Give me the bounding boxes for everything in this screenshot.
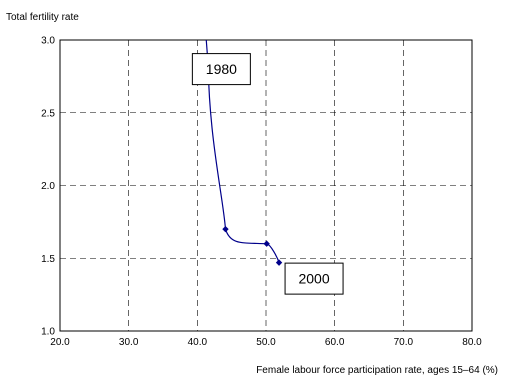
- data-point: [275, 259, 283, 266]
- annotation-label: 2000: [298, 271, 329, 287]
- annotation-label: 1980: [206, 61, 237, 77]
- x-axis-title: Female labour force participation rate, …: [256, 365, 498, 376]
- x-tick-label: 40.0: [188, 337, 208, 348]
- y-tick-label: 1.5: [41, 254, 55, 265]
- y-tick-label: 2.0: [41, 181, 55, 192]
- x-tick-label: 60.0: [325, 337, 345, 348]
- plot-area: [59, 39, 473, 332]
- annotation-box: [284, 262, 344, 295]
- annotations: 1980 2000: [191, 53, 344, 295]
- x-tick-label: 70.0: [394, 337, 414, 348]
- data-point: [222, 225, 229, 233]
- annotation-box: [191, 53, 251, 86]
- y-axis-title: Total fertility rate: [6, 12, 79, 23]
- y-tick-label: 3.0: [41, 36, 55, 47]
- x-tick-label: 20.0: [50, 337, 70, 348]
- y-tick-label: 1.0: [41, 327, 55, 338]
- y-tick-label: 2.5: [41, 108, 55, 119]
- x-tick-label: 30.0: [119, 337, 139, 348]
- x-tick-label: 50.0: [256, 337, 276, 348]
- x-tick-label: 80.0: [462, 337, 482, 348]
- tick-labels: 20.0 30.0 40.0 50.0 60.0 70.0 80.0 1.0 1.5 2.0 2.5…: [41, 36, 482, 349]
- data-point: [263, 240, 270, 247]
- grid-lines: [60, 40, 472, 331]
